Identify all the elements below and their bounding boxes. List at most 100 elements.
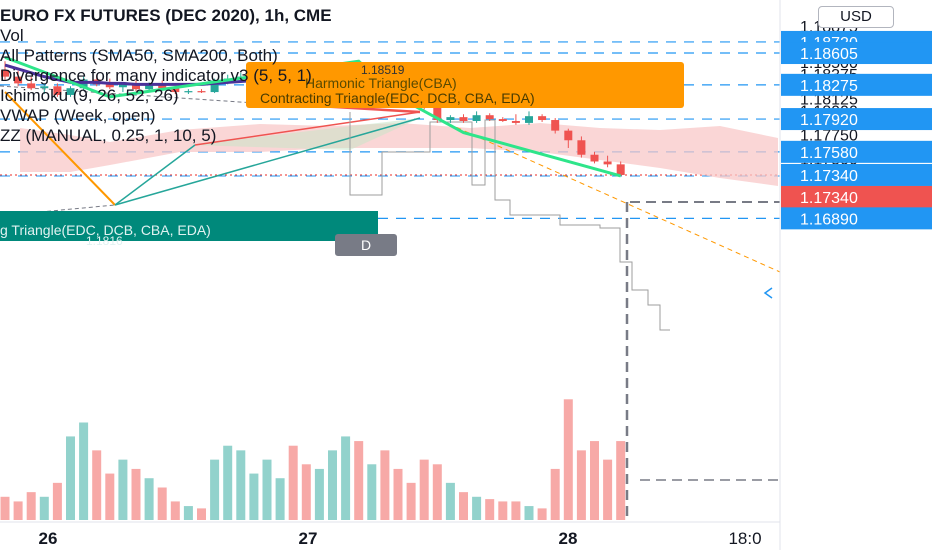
candle [446, 117, 455, 121]
legend-indicator[interactable]: ZZ (MANUAL, 0.25, 1, 10, 5) [0, 126, 217, 145]
contracting-triangle-box[interactable] [0, 211, 378, 241]
last-price-label: 1.17340 [800, 190, 858, 207]
chart-title[interactable]: EURO FX FUTURES (DEC 2020), 1h, CME [0, 6, 332, 25]
pattern-line [114, 117, 421, 206]
candle [1, 69, 9, 77]
volume-bar [197, 508, 206, 520]
volume-bar [576, 450, 586, 520]
volume-bar [131, 468, 141, 520]
candle [14, 76, 23, 84]
candle [511, 120, 520, 123]
volume-bar [393, 468, 403, 520]
pattern-line [39, 204, 116, 213]
pattern-point-d[interactable]: D [335, 234, 397, 256]
candle [27, 83, 36, 89]
pattern-line [194, 111, 421, 146]
ichimoku-cloud [20, 123, 778, 186]
volume-bar [328, 450, 337, 520]
legend-indicator[interactable]: Ichimoku (9, 26, 52, 26) [0, 86, 179, 105]
candle [603, 161, 612, 165]
candle [197, 91, 206, 93]
time-axis[interactable]: 26 27 28 18:0 [39, 529, 762, 548]
time-tick-label: 26 [39, 529, 58, 548]
time-tick-label: 28 [559, 529, 578, 548]
volume-bar [301, 464, 311, 520]
volume-bar [105, 473, 115, 520]
volume-bar [406, 482, 416, 520]
candle [564, 130, 573, 141]
volume-bar [524, 506, 534, 520]
arrow-left-icon[interactable] [763, 287, 773, 299]
legend-indicator[interactable]: VWAP (Week, open) [0, 106, 156, 125]
legend-indicator[interactable]: Vol [0, 26, 24, 45]
volume-bar [432, 464, 442, 520]
candle [485, 115, 494, 120]
volume-bar [459, 492, 468, 520]
volume-bar [223, 445, 233, 520]
volume-bar [354, 441, 364, 520]
legend-indicator[interactable]: All Patterns (SMA50, SMA200, Both) [0, 46, 278, 65]
contracting-triangle-label: Contracting Triangle(EDC, DCB, CBA, EDA) [260, 90, 535, 106]
level-price-label: 1.17920 [800, 112, 858, 129]
volume-bar [249, 473, 259, 520]
level-price-badge[interactable] [781, 73, 932, 96]
volume-bar [498, 501, 508, 520]
candle [118, 84, 127, 88]
volume-bar [236, 450, 246, 520]
volume-bars [0, 399, 626, 520]
candle [145, 85, 154, 90]
level-price-badge[interactable] [781, 140, 932, 163]
volume-bar [616, 441, 626, 520]
pattern-fill [190, 118, 420, 150]
candle [53, 86, 62, 95]
volume-bar [341, 436, 351, 520]
candle [525, 116, 533, 123]
volume-bar [590, 441, 599, 520]
candle [551, 120, 560, 131]
candle [66, 88, 75, 95]
pattern-line [0, 85, 271, 105]
volume-bar [445, 482, 455, 520]
volume-bar [144, 478, 154, 520]
volume-bar [170, 501, 180, 520]
candle [105, 84, 114, 88]
volume-bar [13, 501, 23, 520]
candle [132, 84, 140, 90]
level-price-label: 1.18605 [800, 46, 858, 63]
candle [498, 119, 507, 121]
level-price-badge[interactable] [781, 108, 932, 131]
time-tick-label: 27 [299, 529, 318, 548]
candle [158, 85, 167, 89]
legend-indicator[interactable]: Divergence for many indicator v3 (5, 5, … [0, 66, 312, 85]
volume-bar [66, 436, 75, 520]
price-tick-label: 1.17750 [800, 127, 858, 144]
volume-bar [92, 450, 102, 520]
level-price-label: 1.17580 [800, 145, 858, 162]
harmonic-pattern-label[interactable] [246, 62, 684, 108]
level-price-label: 1.16890 [800, 211, 858, 228]
harmonic-price-label: 1.18519 [361, 63, 405, 77]
price-axis[interactable]: 1.188751.187501.185001.183751.181251.180… [781, 19, 932, 230]
volume-bar [52, 482, 62, 520]
volume-bar [380, 450, 390, 520]
candle [171, 88, 180, 93]
volume-bar [485, 499, 495, 520]
left-price-label: 1.1816 [86, 234, 123, 248]
volume-bar [550, 468, 560, 520]
currency-button[interactable]: USD [818, 6, 894, 28]
level-price-badge[interactable] [781, 42, 932, 65]
candle [577, 140, 586, 155]
volume-bar [314, 468, 324, 520]
volume-bar [183, 506, 193, 520]
volume-bar [275, 478, 285, 520]
volume-bar [0, 496, 10, 520]
candle [433, 105, 442, 121]
level-price-badge[interactable] [781, 207, 932, 230]
level-price-label: 1.17340 [800, 168, 858, 185]
level-price-badge[interactable] [781, 163, 932, 186]
volume-bar [26, 492, 36, 520]
volume-bar [511, 501, 521, 520]
volume-bar [79, 422, 89, 520]
